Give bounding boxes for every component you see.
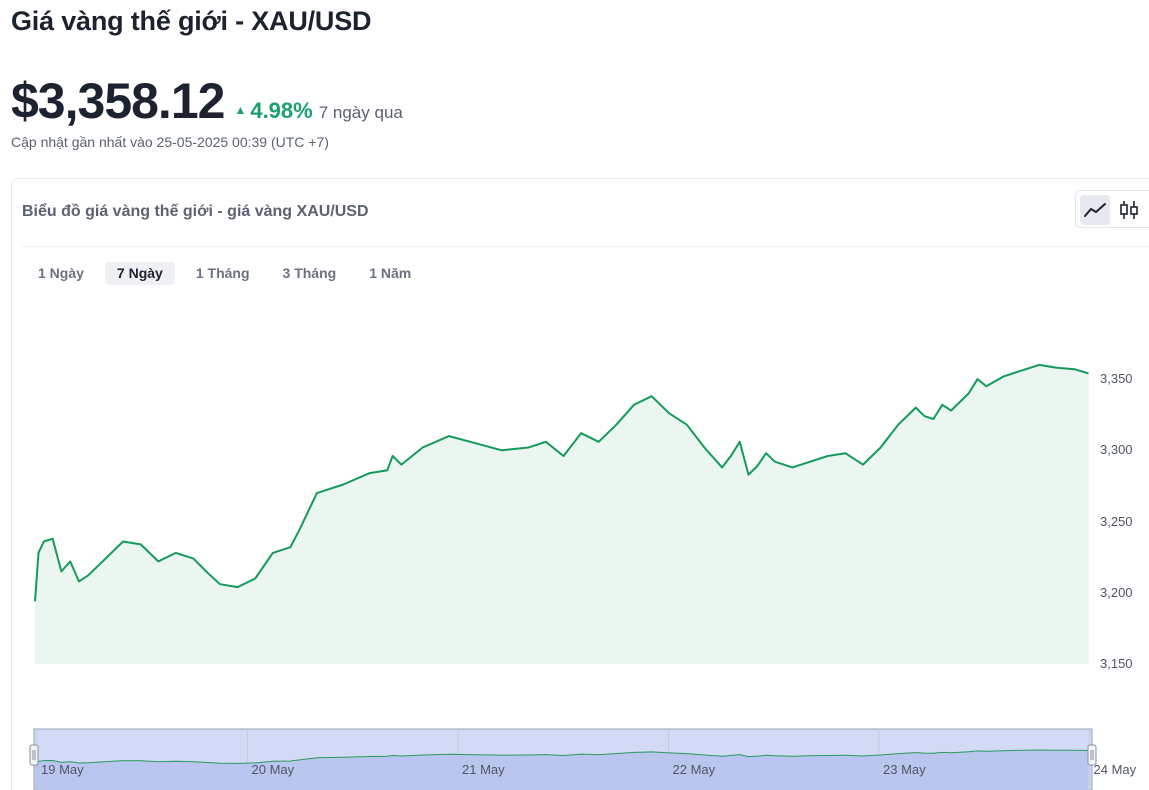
current-price: $3,358.12 xyxy=(11,73,225,129)
y-tick-label: 3,200 xyxy=(1100,585,1133,600)
price-chart[interactable] xyxy=(0,0,1149,700)
candlestick-icon xyxy=(1120,201,1138,219)
y-tick-label: 3,250 xyxy=(1100,514,1133,529)
price-line xyxy=(34,363,1089,602)
x-tick-label: 19 May xyxy=(41,762,84,777)
line-chart-icon xyxy=(1084,203,1106,217)
chart-card-title: Biểu đồ giá vàng thế giới - giá vàng XAU… xyxy=(22,203,369,220)
range-tab-1-year[interactable]: 1 Năm xyxy=(369,265,412,281)
up-arrow-icon: ▲ xyxy=(234,103,247,117)
y-tick-label: 3,150 xyxy=(1100,656,1133,671)
x-tick-label: 21 May xyxy=(462,762,505,777)
page-title: Giá vàng thế giới - XAU/USD xyxy=(11,6,372,36)
range-tab-1-month[interactable]: 1 Tháng xyxy=(195,265,250,281)
x-tick-label: 23 May xyxy=(883,762,926,777)
x-tick-label: 22 May xyxy=(672,762,716,777)
price-area xyxy=(35,364,1089,664)
card-divider xyxy=(22,246,1149,247)
line-chart-button[interactable] xyxy=(1080,195,1110,225)
range-tabs: 1 Ngày 7 Ngày 1 Tháng 3 Tháng 1 Năm xyxy=(26,262,432,285)
x-tick-label: 20 May xyxy=(251,762,295,777)
change-period: 7 ngày qua xyxy=(318,103,403,122)
y-tick-label: 3,350 xyxy=(1100,371,1133,386)
range-tab-3-months[interactable]: 3 Tháng xyxy=(282,265,337,281)
range-tab-1-day[interactable]: 1 Ngày xyxy=(38,265,84,281)
chart-type-toggle xyxy=(1075,190,1149,228)
y-tick-label: 3,300 xyxy=(1100,442,1133,457)
price-row: $3,358.12 ▲ 4.98% 7 ngày qua xyxy=(11,72,403,130)
candlestick-chart-button[interactable] xyxy=(1114,195,1144,225)
change-percent: 4.98% xyxy=(250,98,313,123)
range-tab-7-days[interactable]: 7 Ngày xyxy=(104,262,175,285)
x-tick-label: 24 May xyxy=(1093,762,1137,777)
last-updated: Cập nhật gần nhất vào 25-05-2025 00:39 (… xyxy=(11,134,329,150)
